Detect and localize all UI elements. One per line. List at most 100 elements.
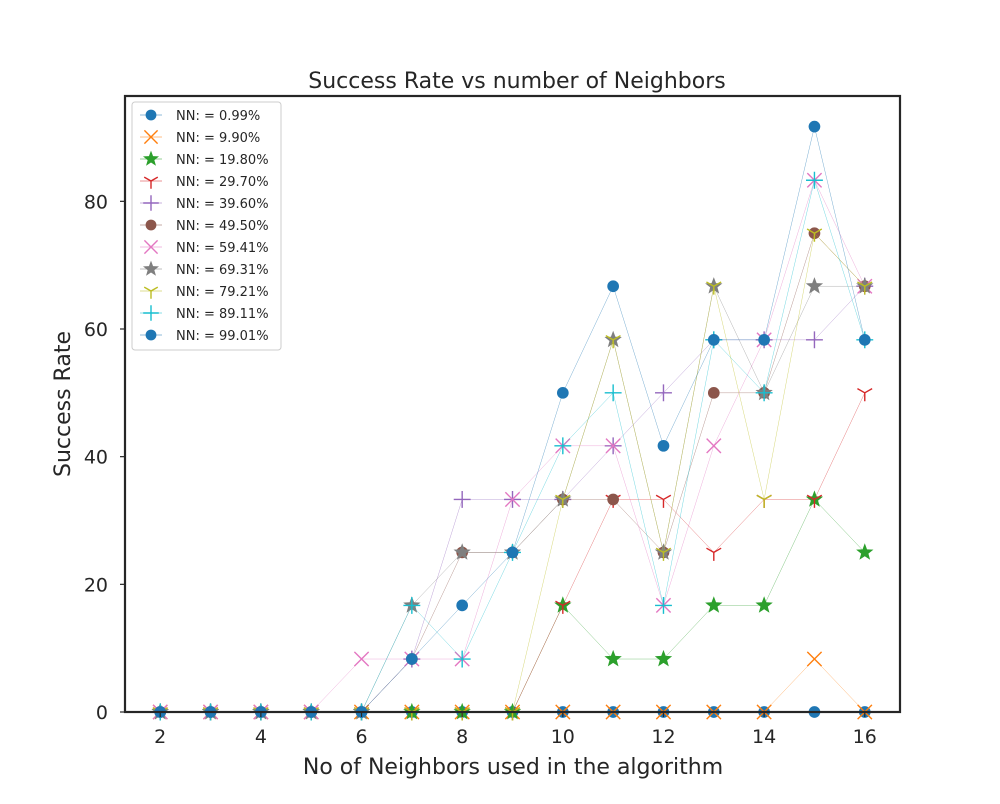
legend-marker [143,239,159,255]
data-point [657,439,670,452]
data-point [353,651,370,667]
series-3 [151,490,874,720]
x-tick-label: 10 [551,726,575,748]
y-tick-label: 40 [84,447,108,469]
legend-marker [143,129,159,145]
legend-marker [143,286,159,299]
legend-label: NN: = 19.80% [176,153,269,168]
data-point [604,384,622,402]
data-point [554,437,572,455]
data-point [805,331,823,349]
x-tick-label: 14 [752,726,776,748]
data-point [554,596,572,613]
data-point [604,330,622,348]
legend-marker [143,150,159,166]
x-axis-label: No of Neighbors used in the algorithm [303,755,723,780]
legend-entry: NN: = 39.60% [140,195,269,212]
data-point [705,277,723,294]
data-point [406,653,418,665]
legend-entry: NN: = 49.50% [140,219,269,234]
data-point [755,596,773,613]
legend-label: NN: = 89.11% [176,307,269,322]
data-point [504,491,521,508]
data-point [655,494,672,508]
data-point [707,386,720,399]
data-point [453,543,471,560]
legend-box [131,101,282,351]
data-point [453,650,471,668]
data-point [806,651,823,667]
data-point [654,649,673,667]
data-point [607,493,619,506]
legend-entry: NN: = 99.01% [140,329,269,344]
data-point [607,280,619,293]
data-point [506,546,519,559]
data-point [456,599,469,612]
legend: NN: = 0.99% NN: = 9.90% NN: = 19.80% NN: = … [131,101,282,351]
data-point [706,547,722,561]
x-tick-label: 12 [651,726,675,748]
data-point [605,438,621,454]
legend-label: NN: = 29.70% [176,175,269,190]
data-point [758,333,770,346]
plot-frame [123,94,902,714]
legend-entry: NN: = 79.21% [140,285,269,300]
x-tick-label: 2 [154,726,166,748]
data-point [805,171,823,189]
y-tick-label: 60 [84,319,108,341]
legend-label: NN: = 0.99% [176,109,260,124]
x-tick-label: 8 [456,726,468,748]
x-tick-label: 4 [255,726,267,748]
data-point [857,281,873,295]
legend-marker [145,329,157,341]
legend-marker [145,219,157,231]
data-point [805,490,824,507]
legend-entry: NN: = 89.11% [140,305,269,322]
legend-marker [143,176,159,189]
data-point [857,387,873,402]
data-point [755,384,773,402]
legend-label: NN: = 9.90% [176,131,260,146]
legend-entry: NN: = 19.80% [140,150,269,168]
data-point [556,386,569,399]
y-tick-label: 0 [96,702,108,724]
data-point [605,335,621,349]
legend-marker [143,195,159,211]
series-11 [154,120,871,718]
data-point [655,384,672,402]
legend-entry: NN: = 9.90% [140,129,260,146]
data-point [756,494,772,508]
legend-label: NN: = 79.21% [176,285,269,300]
y-tick-label: 80 [84,191,108,213]
data-point [403,596,421,614]
data-point [604,649,622,667]
data-point [856,543,874,560]
data-point [705,596,723,613]
legend-label: NN: = 59.41% [176,241,269,256]
legend-marker [145,109,157,121]
legend-label: NN: = 99.01% [176,329,269,344]
x-tick-label: 6 [355,726,367,748]
chart-title: Success Rate vs number of Neighbors [308,69,725,94]
legend-entry: NN: = 59.41% [140,239,269,256]
data-point [805,277,824,294]
data-point [707,333,720,346]
x-tick-label: 16 [853,726,877,748]
data-point [555,494,571,508]
data-point [856,277,874,294]
data-point [706,438,722,454]
legend-label: NN: = 49.50% [176,219,269,234]
legend-label: NN: = 39.60% [176,197,269,212]
legend-label: NN: = 69.31% [176,263,269,278]
data-point [806,494,823,508]
data-point [655,547,672,561]
y-tick-label: 20 [84,574,108,596]
series-line [160,499,865,713]
legend-marker [143,260,159,276]
data-point [453,490,471,508]
y-axis-label: Success Rate [51,331,76,477]
legend-entry: NN: = 29.70% [140,175,269,190]
data-point [806,228,823,242]
